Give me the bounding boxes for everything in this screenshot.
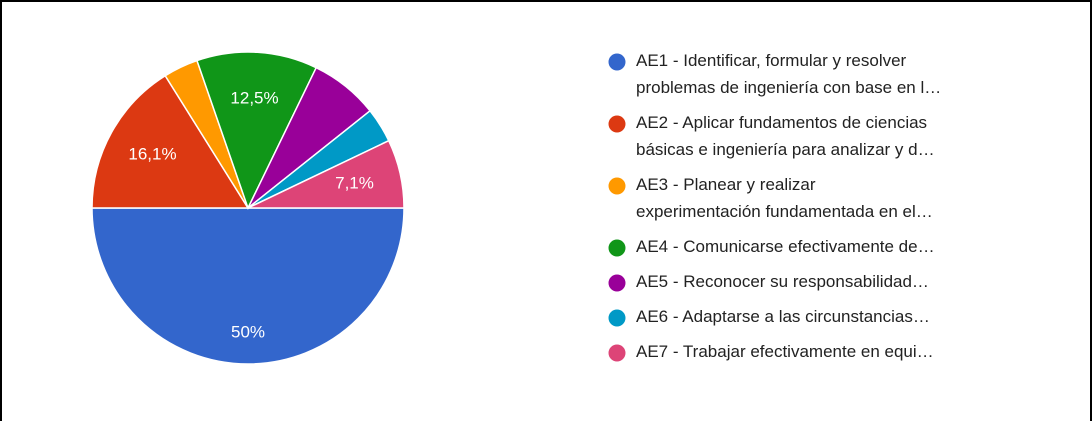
legend-line: básicas e ingeniería para analizar y d… xyxy=(636,140,935,159)
legend-label: AE3 - Planear y realizar experimentación … xyxy=(636,175,933,221)
legend-line: AE5 - Reconocer su responsabilidad… xyxy=(636,272,929,291)
slice-label: 12,5% xyxy=(230,88,278,107)
legend-swatch xyxy=(608,53,626,71)
pie-slice xyxy=(247,139,405,209)
slice-label: 16,1% xyxy=(128,145,176,164)
legend-swatch xyxy=(608,274,626,292)
pie-slice xyxy=(91,74,250,209)
legend-label: AE4 - Comunicarse efectivamente de… xyxy=(636,237,935,256)
pie-slice xyxy=(196,51,318,210)
slice-label: 7,1% xyxy=(335,173,374,192)
slice-label: 50% xyxy=(231,322,265,341)
legend-swatch xyxy=(608,344,626,362)
legend-label: AE6 - Adaptarse a las circunstancias… xyxy=(636,307,930,326)
legend-line: AE3 - Planear y realizar xyxy=(636,175,816,194)
legend-line: AE6 - Adaptarse a las circunstancias… xyxy=(636,307,930,326)
legend-label: AE2 - Aplicar fundamentos de ciencias bás… xyxy=(636,113,935,159)
legend-swatch xyxy=(608,309,626,327)
legend-label: AE7 - Trabajar efectivamente en equi… xyxy=(636,342,934,361)
legend-line: experimentación fundamentada en el… xyxy=(636,202,933,221)
legend-line: AE2 - Aplicar fundamentos de ciencias xyxy=(636,113,927,132)
legend-line: AE7 - Trabajar efectivamente en equi… xyxy=(636,342,934,361)
legend-swatch xyxy=(608,177,626,195)
legend-swatch xyxy=(608,115,626,133)
legend-line: AE1 - Identificar, formular y resolver xyxy=(636,51,907,70)
pie-slice xyxy=(91,207,405,365)
legend-label: AE5 - Reconocer su responsabilidad… xyxy=(636,272,929,291)
legend-label: AE1 - Identificar, formular y resolver pr… xyxy=(636,51,941,97)
legend-swatch xyxy=(608,239,626,257)
legend-line: problemas de ingeniería con base en l… xyxy=(636,78,941,97)
legend-line: AE4 - Comunicarse efectivamente de… xyxy=(636,237,935,256)
